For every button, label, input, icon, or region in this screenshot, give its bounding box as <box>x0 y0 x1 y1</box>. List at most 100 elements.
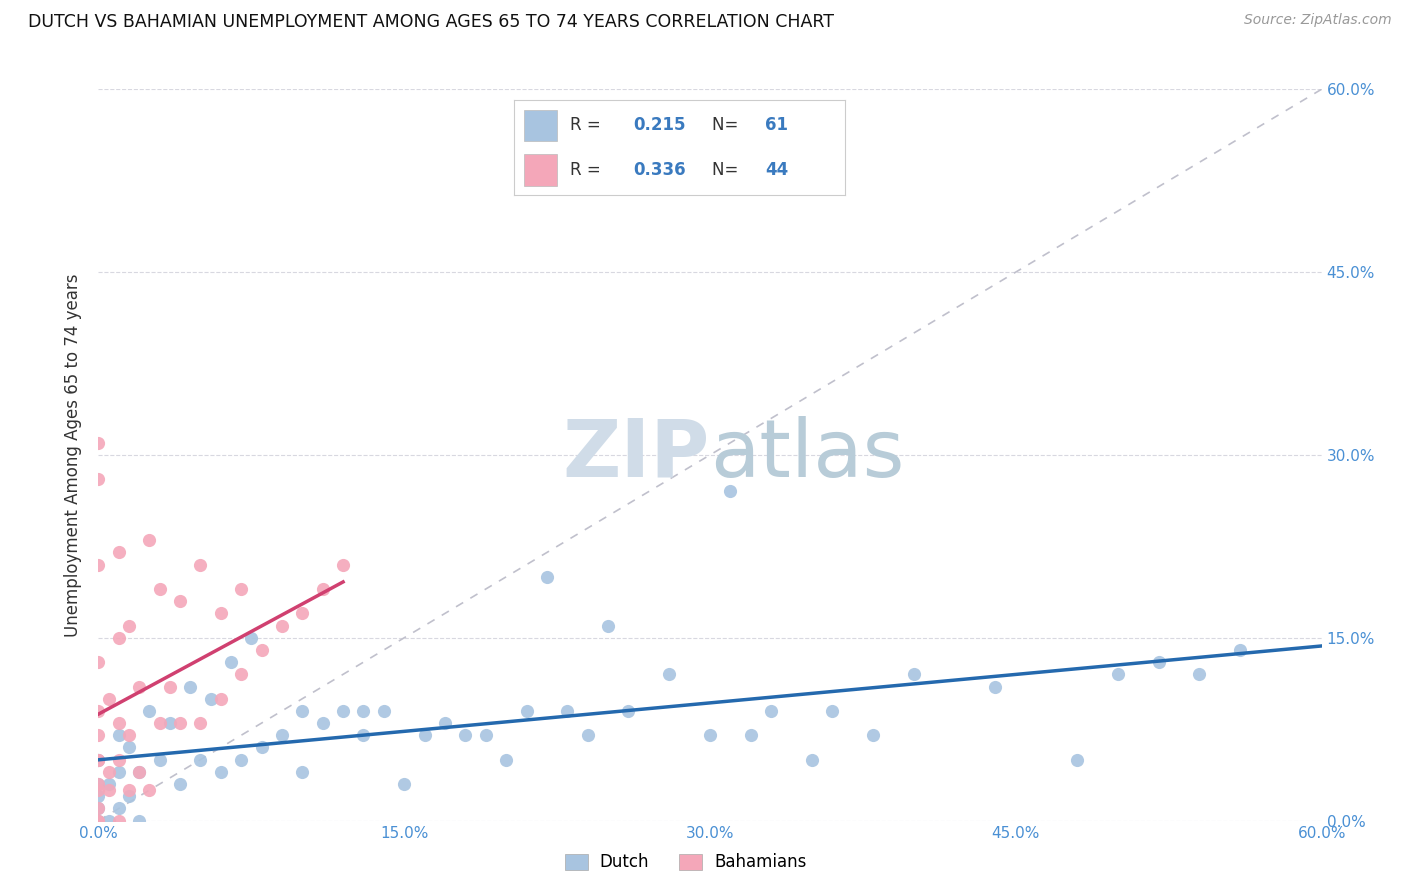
Point <box>720 484 742 499</box>
Point <box>312 582 335 596</box>
Point <box>474 728 498 742</box>
Point <box>903 667 925 681</box>
Point <box>373 704 395 718</box>
Point <box>392 777 416 791</box>
Point <box>1066 753 1088 767</box>
Point <box>149 753 172 767</box>
Point <box>352 704 374 718</box>
Point <box>169 716 191 731</box>
Point <box>87 728 110 742</box>
Point <box>87 753 110 767</box>
Point <box>179 680 201 694</box>
Point <box>128 814 150 828</box>
Point <box>270 618 294 632</box>
Point <box>598 618 620 632</box>
Point <box>536 570 558 584</box>
Text: Source: ZipAtlas.com: Source: ZipAtlas.com <box>1244 13 1392 28</box>
Point <box>87 801 110 815</box>
Point <box>270 728 294 742</box>
Point <box>128 680 150 694</box>
Point <box>108 728 131 742</box>
Point <box>87 783 110 797</box>
Point <box>97 783 120 797</box>
Point <box>128 764 150 779</box>
Point <box>108 801 131 815</box>
Point <box>984 680 1007 694</box>
Legend: Dutch, Bahamians: Dutch, Bahamians <box>558 847 813 878</box>
Point <box>169 594 191 608</box>
Text: atlas: atlas <box>710 416 904 494</box>
Point <box>169 777 191 791</box>
Point <box>108 764 131 779</box>
Point <box>821 704 844 718</box>
Point <box>97 777 120 791</box>
Point <box>87 435 110 450</box>
Point <box>291 704 314 718</box>
Point <box>231 753 253 767</box>
Point <box>138 533 160 548</box>
Point <box>97 814 120 828</box>
Text: DUTCH VS BAHAMIAN UNEMPLOYMENT AMONG AGES 65 TO 74 YEARS CORRELATION CHART: DUTCH VS BAHAMIAN UNEMPLOYMENT AMONG AGE… <box>28 13 834 31</box>
Point <box>413 728 436 742</box>
Point <box>454 728 477 742</box>
Point <box>231 667 253 681</box>
Point <box>87 704 110 718</box>
Point <box>188 716 212 731</box>
Point <box>87 777 110 791</box>
Point <box>159 716 181 731</box>
Point <box>801 753 824 767</box>
Point <box>149 716 172 731</box>
Point <box>108 631 131 645</box>
Point <box>291 764 314 779</box>
Point <box>699 728 721 742</box>
Point <box>1229 643 1251 657</box>
Point <box>1107 667 1129 681</box>
Point <box>250 740 273 755</box>
Y-axis label: Unemployment Among Ages 65 to 74 years: Unemployment Among Ages 65 to 74 years <box>65 273 83 637</box>
Point <box>200 691 222 706</box>
Point <box>312 716 335 731</box>
Point <box>87 472 110 486</box>
Point <box>108 545 131 559</box>
Point <box>159 680 181 694</box>
Point <box>209 764 232 779</box>
Point <box>219 655 242 669</box>
Point <box>291 607 314 621</box>
Point <box>250 643 273 657</box>
Point <box>1188 667 1211 681</box>
Point <box>231 582 253 596</box>
Point <box>87 753 110 767</box>
Text: ZIP: ZIP <box>562 416 710 494</box>
Point <box>118 740 141 755</box>
Point <box>658 667 681 681</box>
Point <box>87 558 110 572</box>
Point <box>87 655 110 669</box>
Point <box>97 691 120 706</box>
Point <box>118 728 141 742</box>
Point <box>87 753 110 767</box>
Point <box>576 728 599 742</box>
Point <box>516 704 538 718</box>
Point <box>862 728 884 742</box>
Point <box>118 789 141 804</box>
Point <box>118 618 141 632</box>
Point <box>1147 655 1170 669</box>
Point <box>617 704 640 718</box>
Point <box>87 777 110 791</box>
Point <box>87 789 110 804</box>
Point <box>118 783 141 797</box>
Point <box>87 814 110 828</box>
Point <box>128 764 150 779</box>
Point <box>557 704 579 718</box>
Point <box>209 607 232 621</box>
Point <box>108 753 131 767</box>
Point <box>332 704 354 718</box>
Point <box>108 814 131 828</box>
Point <box>740 728 762 742</box>
Point <box>138 704 160 718</box>
Point <box>761 704 783 718</box>
Point <box>188 753 212 767</box>
Point <box>87 814 110 828</box>
Point <box>495 753 517 767</box>
Point <box>352 728 374 742</box>
